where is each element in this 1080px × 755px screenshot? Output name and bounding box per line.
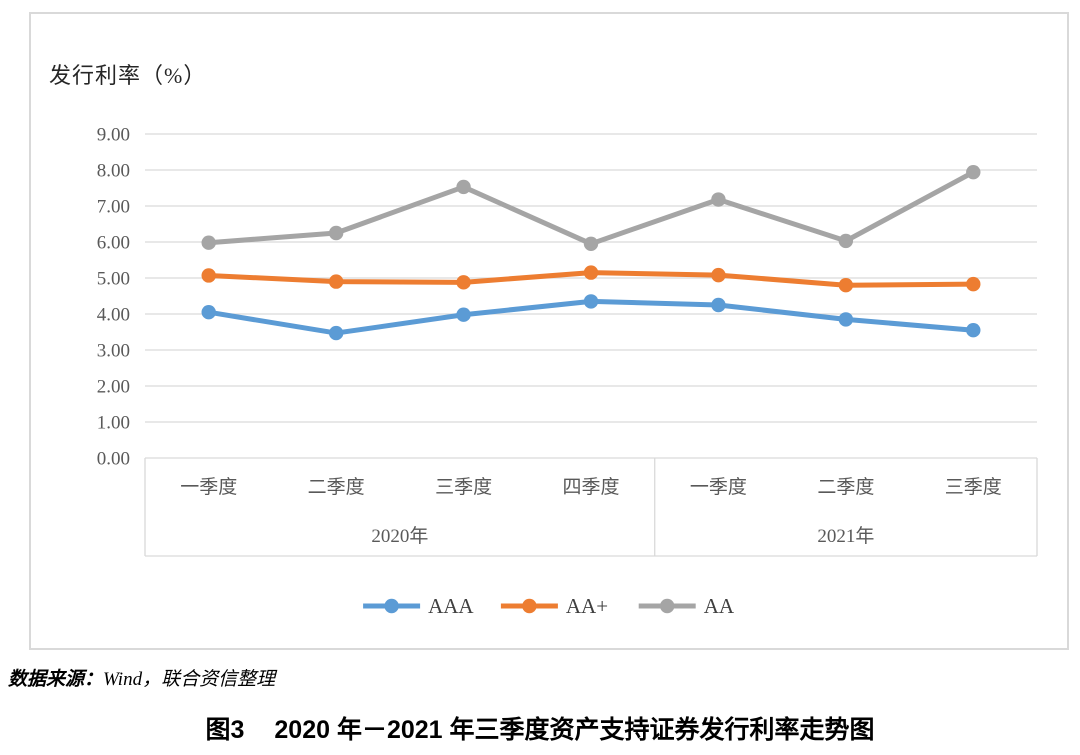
data-point-AAA-3 xyxy=(583,294,599,309)
chart-figure: 发行利率（%） 0.00 1.00 2.00 3.00 4.00 5.00 6.00 7.00… xyxy=(29,12,1069,650)
y-axis-title: 发行利率（%） xyxy=(49,63,207,88)
data-point-AA+-6 xyxy=(966,276,981,292)
legend-label-AA: AA xyxy=(704,594,735,618)
data-point-AA-6 xyxy=(966,164,981,180)
y-tick-label: 9.00 xyxy=(97,125,130,146)
year-group-label: 2020年 xyxy=(371,525,428,547)
data-point-AA+-4 xyxy=(711,267,726,283)
quarter-label: 三季度 xyxy=(945,476,1002,498)
data-point-AA-3 xyxy=(583,236,599,251)
data-point-AA-5 xyxy=(838,233,854,249)
data-point-AAA-1 xyxy=(328,325,344,341)
data-point-AA+-5 xyxy=(838,278,854,293)
legend-label-AA+: AA+ xyxy=(566,594,608,618)
data-point-AAA-2 xyxy=(456,307,471,322)
data-point-AA-1 xyxy=(328,225,344,241)
data-point-AA-0 xyxy=(201,235,216,250)
y-tick-label: 5.00 xyxy=(97,269,130,290)
figure-title: 2020 年－2021 年三季度资产支持证券发行利率走势图 xyxy=(274,716,875,744)
figure-caption: 图3 2020 年－2021 年三季度资产支持证券发行利率走势图 xyxy=(0,710,1080,746)
quarter-label: 一季度 xyxy=(180,476,237,498)
data-point-AAA-5 xyxy=(838,312,854,327)
quarter-label: 二季度 xyxy=(308,476,365,498)
y-tick-label: 8.00 xyxy=(97,161,130,182)
y-tick-label: 4.00 xyxy=(97,305,130,326)
data-point-AAA-4 xyxy=(711,297,726,313)
legend-marker-AAA xyxy=(384,598,399,614)
legend-label-AAA: AAA xyxy=(428,594,474,618)
y-tick-label: 0.00 xyxy=(97,449,130,470)
figure-number: 图3 xyxy=(205,716,245,744)
legend-marker-AA xyxy=(660,598,675,614)
data-source-note: 数据来源：Wind，联合资信整理 xyxy=(8,664,275,691)
data-point-AA+-3 xyxy=(583,265,599,280)
y-tick-label: 3.00 xyxy=(97,341,130,362)
data-point-AA+-0 xyxy=(201,268,216,283)
legend-marker-AA+ xyxy=(522,598,537,614)
issuance-rate-line-chart: 0.00 1.00 2.00 3.00 4.00 5.00 6.00 7.00 8.00 9.00… xyxy=(97,125,1038,618)
data-point-AA+-1 xyxy=(328,274,344,289)
data-source-text: Wind，联合资信整理 xyxy=(103,669,276,690)
y-tick-label: 1.00 xyxy=(97,413,130,434)
y-tick-label: 7.00 xyxy=(97,197,130,218)
data-point-AAA-0 xyxy=(201,305,216,320)
quarter-label: 三季度 xyxy=(435,476,492,498)
data-point-AA-2 xyxy=(456,179,471,195)
quarter-label: 一季度 xyxy=(690,476,747,498)
data-point-AA-4 xyxy=(711,192,726,207)
y-tick-label: 2.00 xyxy=(97,377,130,398)
data-point-AA+-2 xyxy=(456,275,471,290)
year-group-label: 2021年 xyxy=(817,525,874,547)
series-line-AA xyxy=(206,169,976,247)
data-source-label: 数据来源： xyxy=(8,669,104,690)
quarter-label: 二季度 xyxy=(817,476,874,498)
y-tick-label: 6.00 xyxy=(97,233,130,254)
data-point-AAA-6 xyxy=(966,323,981,338)
quarter-label: 四季度 xyxy=(562,476,619,498)
